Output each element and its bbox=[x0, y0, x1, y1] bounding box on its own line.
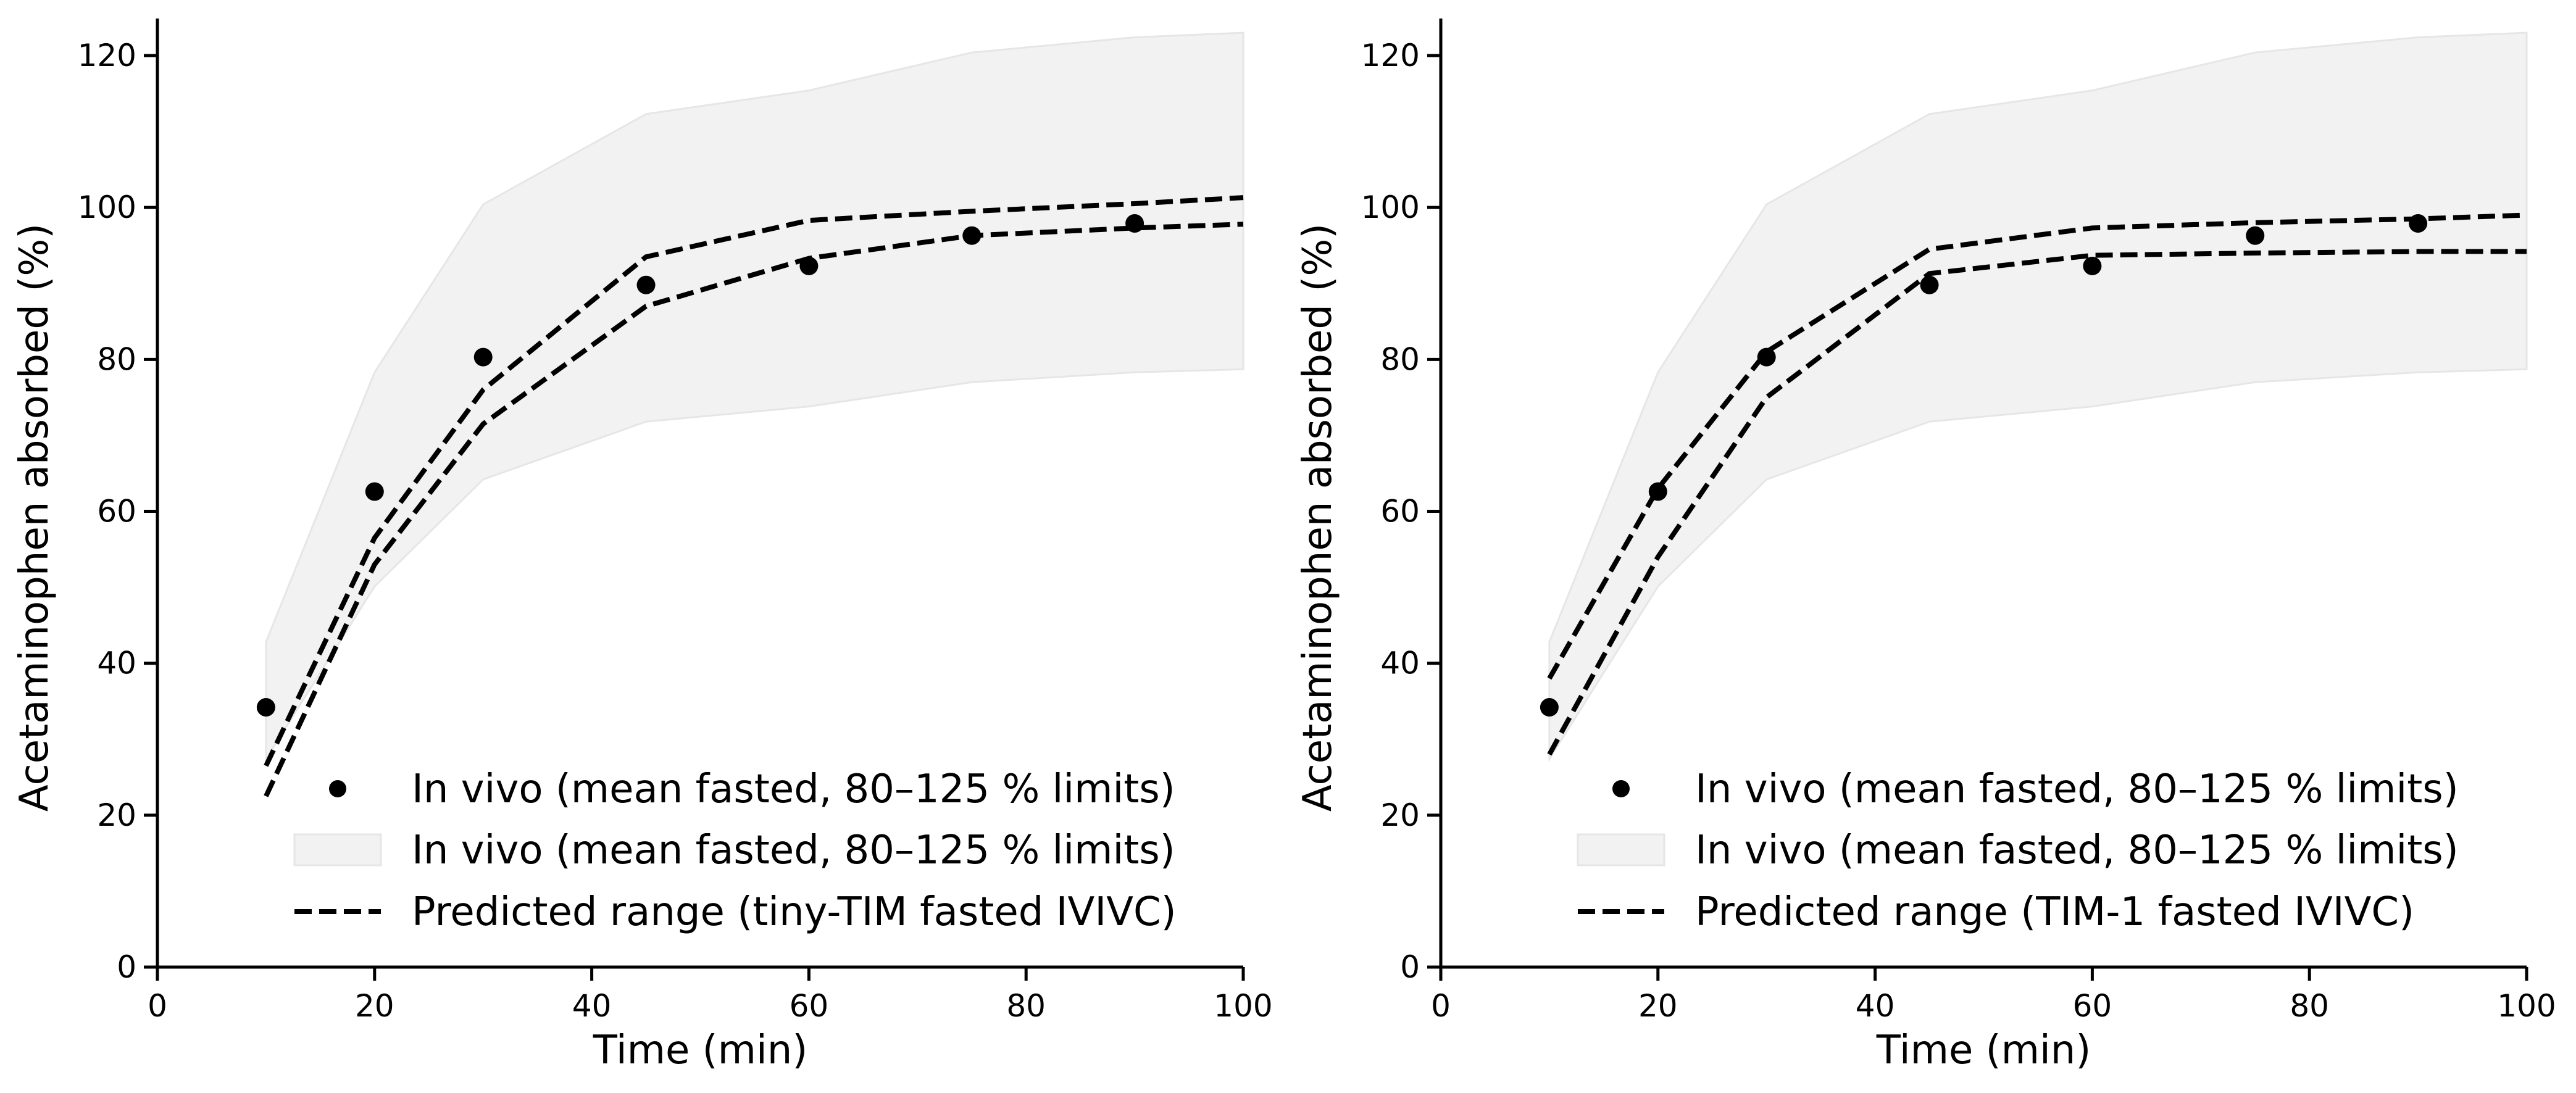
chart-panel-2: 0 20 40 60 80 100 0 20 40 60 80 100 120 Time (min) Ace… bbox=[1295, 19, 2556, 1073]
in-vivo-point bbox=[1920, 275, 1939, 294]
y-tick-label: 120 bbox=[78, 38, 136, 73]
y-tick-label: 0 bbox=[1400, 949, 1420, 985]
in-vivo-point bbox=[1757, 347, 1776, 367]
predicted-line-lower bbox=[1547, 249, 2527, 756]
x-axis-label: Time (min) bbox=[593, 1028, 808, 1073]
in-vivo-point bbox=[365, 482, 384, 501]
in-vivo-point bbox=[962, 226, 982, 245]
x-tick-label: 0 bbox=[1431, 988, 1451, 1024]
x-tick-label: 0 bbox=[148, 988, 167, 1024]
in-vivo-limits-band bbox=[265, 31, 1244, 762]
y-tick-label: 100 bbox=[1361, 189, 1420, 225]
legend-label: Predicted range (tiny-TIM fasted IVIVC) bbox=[412, 889, 1177, 935]
legend-label: In vivo (mean fasted, 80–125 % limits) bbox=[412, 767, 1175, 812]
y-axis-label: Acetaminophen absorbed (%) bbox=[1295, 223, 1341, 812]
y-tick-label: 80 bbox=[97, 341, 136, 377]
legend-dot-icon bbox=[329, 780, 346, 797]
legend-band-icon bbox=[293, 833, 382, 867]
legend-label: In vivo (mean fasted, 80–125 % limits) bbox=[1695, 828, 2459, 873]
x-tick-label: 80 bbox=[1006, 988, 1046, 1024]
legend-dot-icon bbox=[1612, 780, 1630, 797]
x-tick-label: 60 bbox=[2073, 988, 2112, 1024]
y-axis-label: Acetaminophen absorbed (%) bbox=[12, 223, 57, 812]
in-vivo-point bbox=[799, 256, 819, 275]
y-tick-label: 120 bbox=[1361, 38, 1420, 73]
in-vivo-point bbox=[256, 698, 275, 717]
x-tick-label: 20 bbox=[355, 988, 394, 1024]
x-tick-label: 60 bbox=[790, 988, 829, 1024]
x-tick-label: 100 bbox=[1214, 988, 1272, 1024]
predicted-line-upper bbox=[1547, 212, 2527, 680]
y-tick-label: 100 bbox=[78, 189, 136, 225]
predicted-line-upper bbox=[264, 195, 1244, 767]
legend-band-icon bbox=[1577, 833, 1665, 867]
in-vivo-point bbox=[2083, 256, 2102, 275]
in-vivo-point bbox=[473, 347, 493, 367]
x-tick-label: 100 bbox=[2497, 988, 2556, 1024]
y-tick-label: 0 bbox=[117, 949, 136, 985]
x-tick-label: 40 bbox=[572, 988, 612, 1024]
x-tick-label: 20 bbox=[1638, 988, 1678, 1024]
x-tick-label: 40 bbox=[1856, 988, 1895, 1024]
in-vivo-point bbox=[2409, 214, 2428, 233]
in-vivo-point bbox=[2246, 226, 2265, 245]
y-tick-label: 60 bbox=[1380, 494, 1420, 530]
in-vivo-point bbox=[1125, 214, 1144, 233]
y-tick-label: 40 bbox=[97, 646, 136, 681]
x-axis-label: Time (min) bbox=[1876, 1028, 2091, 1073]
in-vivo-limits-band bbox=[1548, 31, 2528, 762]
y-tick-label: 20 bbox=[1380, 797, 1420, 833]
legend-label: In vivo (mean fasted, 80–125 % limits) bbox=[1695, 767, 2459, 812]
y-tick-label: 40 bbox=[1380, 646, 1420, 681]
legend: In vivo (mean fasted, 80–125 % limits) In… bbox=[1577, 767, 2459, 935]
y-tick-label: 80 bbox=[1380, 341, 1420, 377]
y-tick-label: 60 bbox=[97, 494, 136, 530]
predicted-line-lower bbox=[264, 222, 1244, 797]
y-tick-label: 20 bbox=[97, 797, 136, 833]
in-vivo-point bbox=[636, 275, 656, 294]
legend-label: In vivo (mean fasted, 80–125 % limits) bbox=[412, 828, 1175, 873]
legend-label: Predicted range (TIM-1 fasted IVIVC) bbox=[1695, 889, 2414, 935]
legend: In vivo (mean fasted, 80–125 % limits) In… bbox=[293, 767, 1177, 935]
in-vivo-point bbox=[1540, 698, 1559, 717]
x-tick-label: 80 bbox=[2290, 988, 2329, 1024]
in-vivo-point bbox=[1648, 482, 1667, 501]
chart-panel-1: 0 20 40 60 80 100 0 20 40 60 80 100 120 Time (min) Ace… bbox=[12, 19, 1273, 1073]
